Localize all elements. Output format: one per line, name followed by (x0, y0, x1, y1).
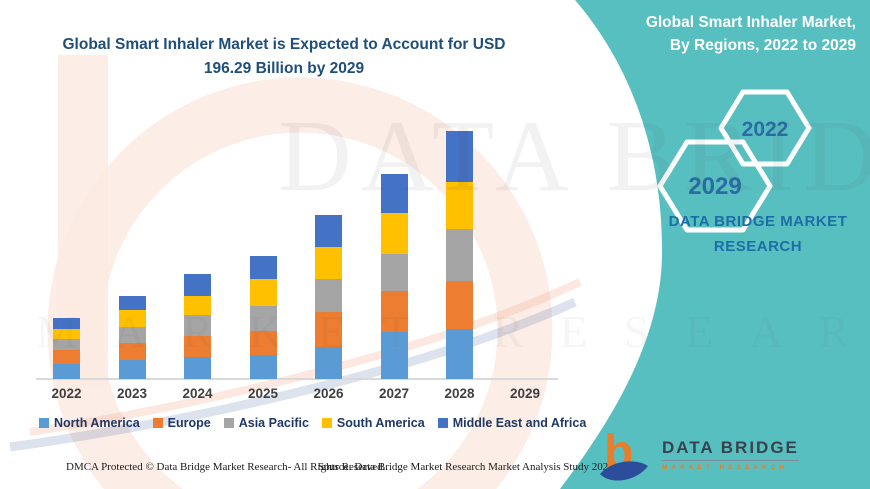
side-panel-title: Global Smart Inhaler Market, By Regions,… (606, 11, 856, 58)
x-axis-label-2024: 2024 (182, 386, 213, 401)
chart-title-line1: Global Smart Inhaler Market is Expected … (62, 36, 506, 53)
legend-swatch-icon (152, 418, 163, 428)
bar-segment-2022-middle-east-and-africa (53, 318, 80, 329)
bar-segment-2027-asia-pacific (380, 254, 408, 291)
legend-swatch-icon (437, 418, 448, 428)
bar-segment-2024-europe (184, 336, 211, 357)
x-axis-label-2025: 2025 (247, 386, 279, 401)
bar-segment-2023-south-america (118, 310, 146, 327)
bar-2026 (315, 215, 342, 379)
chart-legend: North America Europe Asia Pacific South Ame… (39, 416, 586, 430)
data-bridge-logo-icon: b (600, 428, 648, 481)
hexagon-badges: 2029 2022 (657, 89, 812, 233)
legend-label: North America (54, 416, 140, 430)
legend-label: South America (336, 416, 425, 430)
bar-segment-2023-europe (118, 343, 146, 360)
legend-label: Middle East and Africa (452, 416, 587, 430)
bar-segment-2026-europe (315, 312, 342, 347)
bar-segment-2022-europe (53, 350, 80, 364)
legend-item-north-america: North America (39, 416, 140, 430)
bar-segment-2025-asia-pacific (249, 306, 277, 331)
bar-segment-2024-south-america (184, 296, 211, 315)
bar-segment-2022-asia-pacific (53, 339, 80, 350)
bar-segment-2028-north-america (446, 329, 473, 379)
bar-segment-2024-asia-pacific (184, 315, 211, 336)
side-panel-title-line1: Global Smart Inhaler Market, (645, 14, 856, 31)
chart-title-line2: 196.29 Billion by 2029 (203, 60, 365, 78)
logo-subname: MARKET RESEARCH (662, 464, 789, 471)
bar-segment-2026-middle-east-and-africa (315, 215, 342, 247)
bar-2023 (118, 296, 146, 379)
x-axis-label-2023: 2023 (116, 386, 148, 401)
bar-2025 (249, 256, 277, 379)
bar-segment-2024-north-america (184, 357, 211, 379)
x-axis-label-2022: 2022 (51, 386, 82, 401)
legend-label: Asia Pacific (238, 416, 309, 430)
navy-swoosh-watermark (9, 297, 577, 452)
hexagon-2022-label: 2022 (742, 118, 789, 141)
bar-segment-2023-asia-pacific (118, 327, 146, 343)
side-panel-brand: DATA BRIDGE MARKET RESEARCH (652, 210, 864, 260)
hexagon-2029-label: 2029 (688, 173, 741, 200)
bar-segment-2027-middle-east-and-africa (380, 174, 408, 213)
logo-swoosh (600, 461, 648, 481)
hexagon-2029-outline (657, 139, 773, 233)
bar-segment-2022-north-america (53, 364, 80, 379)
bar-segment-2025-middle-east-and-africa (249, 256, 277, 279)
legend-swatch-icon (321, 418, 332, 428)
x-axis-label-2028: 2028 (444, 386, 475, 401)
bar-segment-2025-europe (249, 331, 277, 355)
legend-swatch-icon (39, 418, 49, 428)
bar-segment-2025-north-america (249, 355, 277, 379)
bar-segment-2026-north-america (315, 347, 342, 379)
legend-label: Europe (167, 416, 211, 430)
bar-2027 (380, 174, 408, 379)
bar-segment-2026-south-america (315, 247, 342, 279)
bar-2024 (184, 274, 211, 379)
bar-segment-2023-north-america (118, 360, 146, 379)
source-note: Source: Data Bridge Market Research Mark… (318, 461, 614, 473)
x-axis-label-2026: 2026 (313, 386, 344, 401)
chart-title: Global Smart Inhaler Market is Expected … (58, 33, 510, 81)
bar-segment-2023-middle-east-and-africa (118, 296, 146, 310)
bar-segment-2028-south-america (446, 182, 473, 229)
x-axis-label-2027: 2027 (378, 386, 410, 401)
x-axis-label-2029: 2029 (509, 386, 541, 401)
logo-name: DATA BRIDGE (662, 438, 799, 461)
hexagon-2022-outline (718, 89, 812, 167)
company-logo: b DATA BRIDGE MARKET RESEARCH (596, 428, 799, 482)
logo-text-block: DATA BRIDGE MARKET RESEARCH (662, 438, 799, 471)
side-panel-brand-line1: DATA BRIDGE MARKET (668, 213, 848, 230)
legend-item-south-america: South America (321, 416, 425, 430)
legend-swatch-icon (223, 418, 234, 428)
side-panel-brand-line2: RESEARCH (713, 237, 803, 255)
bar-2022 (53, 318, 80, 379)
bar-segment-2028-asia-pacific (446, 229, 473, 281)
bar-segment-2028-europe (446, 281, 473, 329)
legend-item-asia-pacific: Asia Pacific (223, 416, 309, 430)
legend-item-europe: Europe (152, 416, 211, 430)
bar-segment-2022-south-america (53, 329, 80, 339)
bar-segment-2028-middle-east-and-africa (446, 131, 473, 182)
side-panel-title-line2: By Regions, 2022 to 2029 (669, 37, 856, 55)
dmca-notice: DMCA Protected © Data Bridge Market Rese… (66, 461, 386, 473)
x-axis-line (36, 378, 558, 380)
bar-segment-2027-north-america (380, 332, 408, 379)
legend-item-middle-east-and-africa: Middle East and Africa (437, 416, 587, 430)
bar-segment-2025-south-america (249, 279, 277, 306)
bar-segment-2024-middle-east-and-africa (184, 274, 211, 296)
bar-segment-2026-asia-pacific (315, 279, 342, 312)
bar-segment-2027-south-america (380, 213, 408, 254)
bar-2028 (446, 131, 473, 379)
bar-segment-2027-europe (380, 291, 408, 332)
